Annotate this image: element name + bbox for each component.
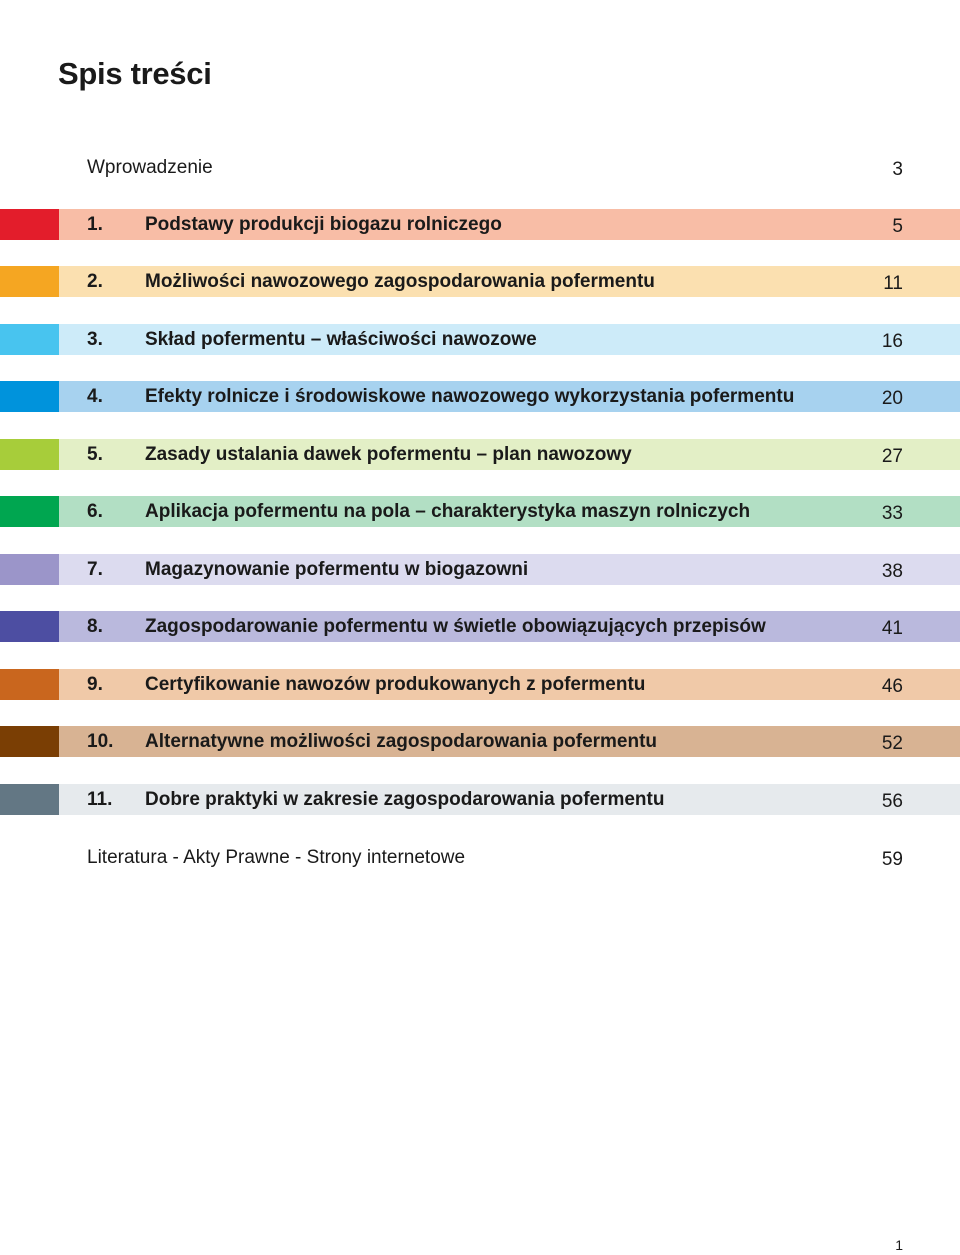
chapter-title: Certyfikowanie nawozów produkowanych z p… — [145, 674, 646, 695]
entry-title: Wprowadzenie — [87, 157, 213, 178]
toc-entry-references[interactable]: Literatura - Akty Prawne - Strony intern… — [0, 842, 960, 873]
toc-entry-chapter-5[interactable]: 5. Zasady ustalania dawek pofermentu – p… — [0, 439, 960, 470]
chapter-band — [59, 726, 960, 757]
chapter-band — [59, 439, 960, 470]
toc-entry-chapter-7[interactable]: 7. Magazynowanie pofermentu w biogazowni… — [0, 554, 960, 585]
toc-entry-chapter-2[interactable]: 2. Możliwości nawozowego zagospodarowani… — [0, 266, 960, 297]
chapter-band — [59, 784, 960, 815]
page-title: Spis treści — [58, 56, 212, 91]
chapter-title: Możliwości nawozowego zagospodarowania p… — [145, 271, 655, 292]
chapter-color-tab — [0, 439, 59, 470]
chapter-color-tab — [0, 611, 59, 642]
toc-entry-chapter-8[interactable]: 8. Zagospodarowanie pofermentu w świetle… — [0, 611, 960, 642]
chapter-band — [59, 554, 960, 585]
entry-page-number: 27 — [881, 446, 903, 467]
chapter-title: Efekty rolnicze i środowiskowe nawozoweg… — [145, 386, 795, 407]
chapter-band — [59, 611, 960, 642]
chapter-color-tab — [0, 266, 59, 297]
chapter-title: Aplikacja pofermentu na pola – charakter… — [145, 501, 751, 522]
chapter-title: Zagospodarowanie pofermentu w świetle ob… — [145, 616, 766, 637]
chapter-band — [59, 381, 960, 412]
chapter-title: Alternatywne możliwości zagospodarowania… — [145, 731, 658, 752]
chapter-color-tab — [0, 209, 59, 240]
entry-page-number: 20 — [881, 388, 903, 409]
page-folio-number: 1 — [895, 1237, 903, 1253]
toc-entry-chapter-9[interactable]: 9. Certyfikowanie nawozów produkowanych … — [0, 669, 960, 700]
chapter-title: Skład pofermentu – właściwości nawozowe — [145, 329, 537, 350]
chapter-title: Dobre praktyki w zakresie zagospodarowan… — [145, 789, 665, 810]
chapter-color-tab — [0, 784, 59, 815]
entry-page-number: 38 — [881, 561, 903, 582]
entry-title: Literatura - Akty Prawne - Strony intern… — [87, 847, 466, 868]
toc-entry-chapter-10[interactable]: 10. Alternatywne możliwości zagospodarow… — [0, 726, 960, 757]
chapter-number: 7. — [87, 559, 103, 580]
chapter-band — [59, 266, 960, 297]
chapter-number: 1. — [87, 214, 103, 235]
entry-page-number: 16 — [881, 331, 903, 352]
chapter-color-tab — [0, 726, 59, 757]
chapter-number: 6. — [87, 501, 103, 522]
chapter-band — [59, 209, 960, 240]
chapter-color-tab — [0, 324, 59, 355]
toc-entry-chapter-1[interactable]: 1. Podstawy produkcji biogazu rolniczego… — [0, 209, 960, 240]
entry-page-number: 33 — [881, 503, 903, 524]
entry-page-number: 5 — [892, 216, 903, 237]
chapter-number: 2. — [87, 271, 103, 292]
chapter-band — [59, 324, 960, 355]
chapter-number: 11. — [87, 789, 113, 810]
chapter-number: 3. — [87, 329, 103, 350]
chapter-number: 4. — [87, 386, 103, 407]
chapter-number: 5. — [87, 444, 103, 465]
chapter-color-tab — [0, 496, 59, 527]
chapter-number: 8. — [87, 616, 103, 637]
chapter-title: Zasady ustalania dawek pofermentu – plan… — [145, 444, 632, 465]
toc-entry-chapter-3[interactable]: 3. Skład pofermentu – właściwości nawozo… — [0, 324, 960, 355]
entry-page-number: 56 — [881, 791, 903, 812]
chapter-title: Podstawy produkcji biogazu rolniczego — [145, 214, 502, 235]
chapter-number: 10. — [87, 731, 114, 752]
toc-entry-chapter-11[interactable]: 11. Dobre praktyki w zakresie zagospodar… — [0, 784, 960, 815]
chapter-number: 9. — [87, 674, 103, 695]
chapter-color-tab — [0, 669, 59, 700]
entry-page-number: 46 — [881, 676, 903, 697]
toc-entry-chapter-6[interactable]: 6. Aplikacja pofermentu na pola – charak… — [0, 496, 960, 527]
chapter-band — [59, 496, 960, 527]
chapter-band — [59, 669, 960, 700]
chapter-color-tab — [0, 381, 59, 412]
chapter-color-tab — [0, 554, 59, 585]
toc-entry-introduction[interactable]: Wprowadzenie 3 — [0, 152, 960, 183]
entry-page-number: 41 — [881, 618, 903, 639]
entry-page-number: 52 — [881, 733, 903, 754]
toc-entry-chapter-4[interactable]: 4. Efekty rolnicze i środowiskowe nawozo… — [0, 381, 960, 412]
chapter-title: Magazynowanie pofermentu w biogazowni — [145, 559, 529, 580]
entry-page-number: 3 — [892, 159, 903, 180]
entry-page-number: 11 — [883, 273, 903, 294]
entry-page-number: 59 — [881, 849, 903, 870]
